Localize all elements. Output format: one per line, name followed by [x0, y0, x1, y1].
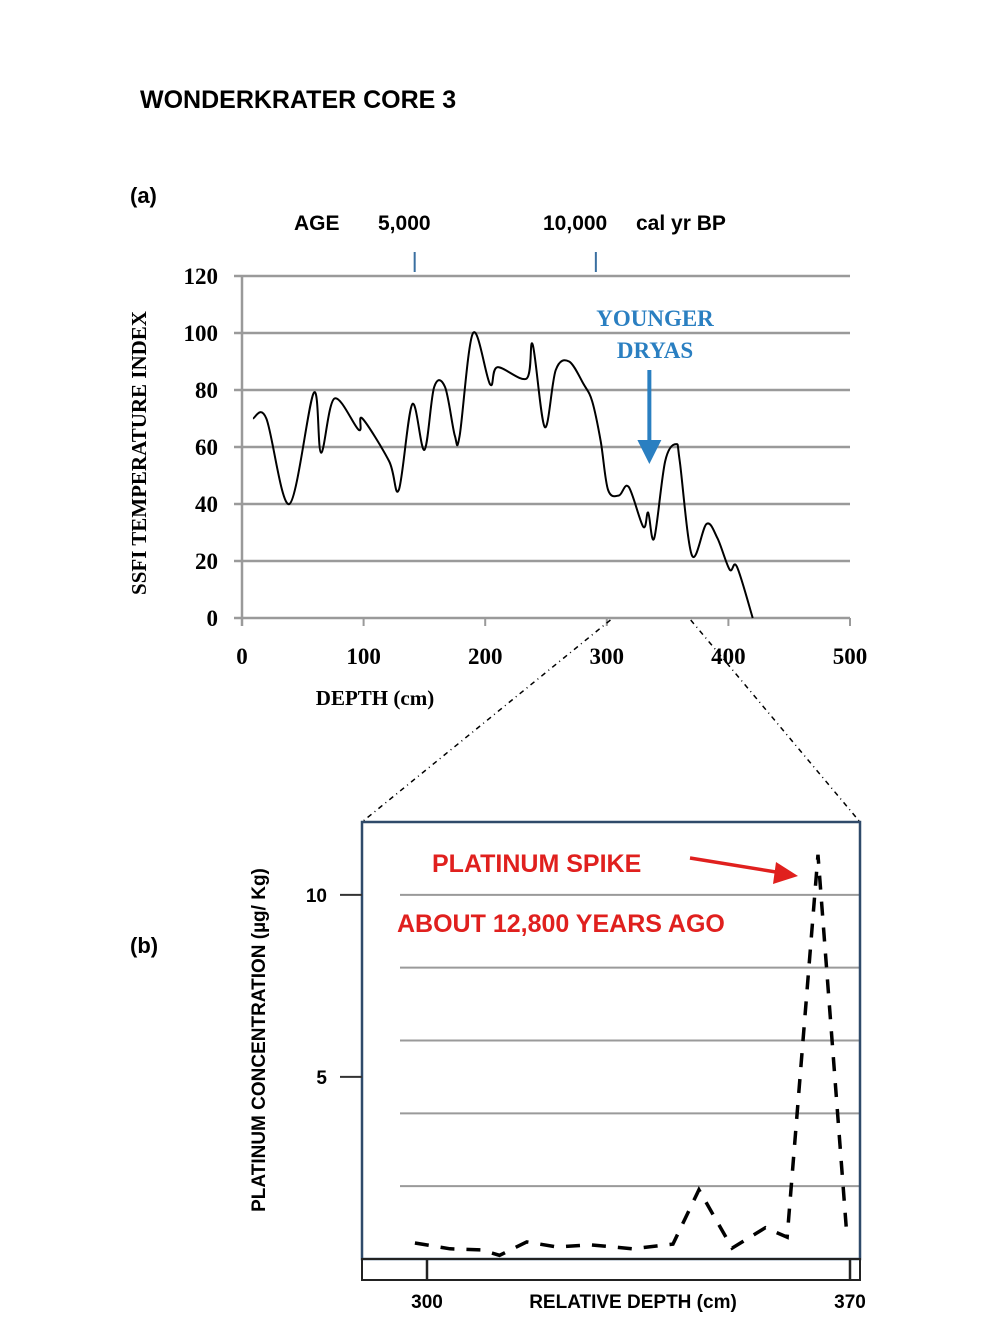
- platinum-spike-label: PLATINUM SPIKE: [432, 850, 641, 878]
- x-axis-strip: [361, 1258, 861, 1281]
- panel-b: 5 10 300 370 RELATIVE DEPTH (cm) PLATINUM CON…: [249, 820, 866, 1313]
- y-tick-label: 0: [207, 606, 219, 631]
- panel-a-label: (a): [130, 183, 157, 208]
- y-tick-label: 80: [195, 378, 218, 403]
- y-tick-label: 40: [195, 492, 218, 517]
- spike-arrow: [689, 856, 783, 875]
- y-tick-label: 60: [195, 435, 218, 460]
- x-tick-label: 500: [833, 644, 868, 669]
- x-tick-label: 100: [346, 644, 381, 669]
- zoom-connector-left: [361, 619, 611, 823]
- younger-dryas-label: YOUNGER: [596, 306, 714, 331]
- y-tick-label: 5: [316, 1068, 327, 1089]
- arrow-head-icon: [773, 862, 798, 884]
- temperature-series-line: [252, 331, 754, 619]
- x-tick-label: 0: [236, 644, 248, 669]
- age-annotation-label: ABOUT 12,800 YEARS AGO: [397, 910, 725, 938]
- y-tick-label: 20: [195, 549, 218, 574]
- y-axis-label: PLATINUM CONCENTRATION (µg/ Kg): [249, 868, 270, 1212]
- x-axis-label: DEPTH (cm): [316, 686, 434, 710]
- zoom-connector-right: [690, 619, 861, 823]
- age-tick-label: 10,000: [543, 212, 607, 235]
- x-tick-label: 200: [468, 644, 503, 669]
- y-axis-label: SSFI TEMPERATURE INDEX: [127, 311, 151, 595]
- y-tick-label: 10: [306, 886, 327, 907]
- younger-dryas-label: DRYAS: [617, 338, 693, 363]
- arrow-head-icon: [637, 440, 662, 464]
- panel-b-label: (b): [130, 933, 158, 958]
- y-tick-label: 120: [184, 264, 219, 289]
- x-tick-label: 300: [411, 1292, 443, 1313]
- age-tick-label: 5,000: [378, 212, 431, 235]
- x-tick-label: 370: [834, 1292, 866, 1313]
- x-tick-label: 300: [590, 644, 625, 669]
- age-unit-label: cal yr BP: [636, 212, 726, 235]
- y-tick-label: 100: [184, 321, 219, 346]
- x-axis-label: RELATIVE DEPTH (cm): [529, 1292, 737, 1313]
- platinum-series-line: [414, 854, 849, 1258]
- figure-title: WONDERKRATER CORE 3: [140, 86, 456, 114]
- age-axis-label: AGE: [294, 212, 340, 235]
